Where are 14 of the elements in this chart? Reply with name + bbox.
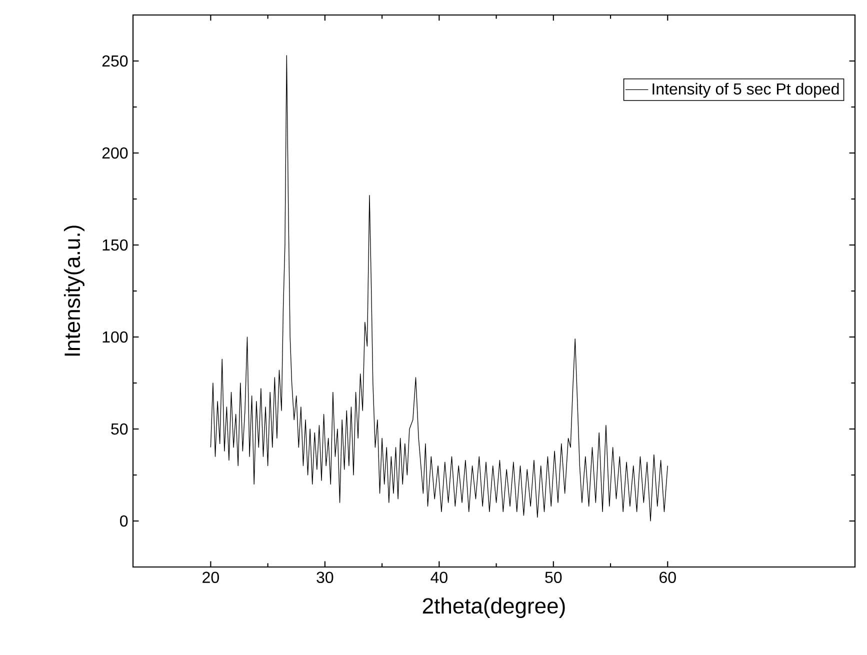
y-tick-label: 0 <box>120 515 128 527</box>
y-tick-label: 150 <box>102 239 128 251</box>
x-tick-label: 30 <box>316 572 334 584</box>
y-tick-label: 100 <box>102 331 128 343</box>
x-tick-label: 40 <box>430 572 448 584</box>
x-axis-title: 2theta(degree) <box>422 598 565 618</box>
y-tick-label: 250 <box>102 55 128 67</box>
legend-label: Intensity of 5 sec Pt doped <box>652 82 839 98</box>
x-tick-label: 60 <box>660 572 676 584</box>
y-tick-label: 200 <box>102 147 128 159</box>
y-axis-title: Intensity(a.u.) <box>64 226 84 356</box>
x-tick-label: 50 <box>545 572 562 584</box>
x-tick-label: 20 <box>202 572 219 584</box>
y-tick-label: 50 <box>111 423 128 435</box>
